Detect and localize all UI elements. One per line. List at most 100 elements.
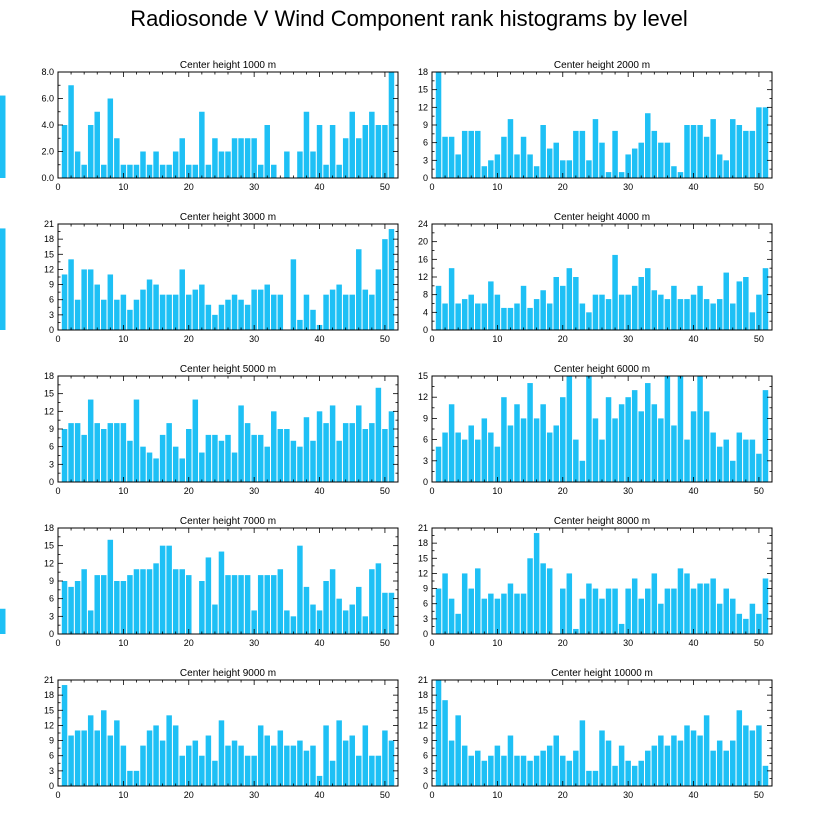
bar xyxy=(475,568,481,634)
y-tick-label: 21 xyxy=(44,219,54,229)
bar xyxy=(94,111,100,178)
x-tick-label: 40 xyxy=(689,334,699,344)
bar xyxy=(684,725,690,786)
bar xyxy=(212,434,218,482)
y-tick-label: 21 xyxy=(44,675,54,685)
bar xyxy=(297,319,303,330)
bar xyxy=(303,111,310,178)
y-tick-label: 4 xyxy=(423,307,428,317)
bar xyxy=(140,569,146,634)
x-tick-label: 20 xyxy=(558,182,568,192)
bar xyxy=(251,289,257,330)
x-tick-label: 50 xyxy=(754,334,764,344)
bar xyxy=(762,765,769,786)
y-tick-label: 18 xyxy=(44,371,54,381)
bar xyxy=(507,583,514,634)
bar xyxy=(303,417,310,482)
x-tick-label: 30 xyxy=(623,182,633,192)
histogram-panel-5: Center height 5000 m 0 10 20 30 40 50 0 3 6 9 12 15 1… xyxy=(44,364,399,496)
bar xyxy=(140,745,146,786)
bar xyxy=(501,593,507,634)
bar xyxy=(631,148,638,178)
bar xyxy=(127,770,133,786)
bar xyxy=(612,588,618,634)
bar xyxy=(710,303,716,330)
bar xyxy=(329,125,336,178)
bar xyxy=(238,405,244,482)
bar xyxy=(0,608,6,634)
bar xyxy=(342,294,349,330)
bar xyxy=(153,151,159,178)
y-tick-label: 6 xyxy=(49,442,54,452)
x-tick-label: 10 xyxy=(118,638,128,648)
x-tick-label: 30 xyxy=(249,182,259,192)
x-tick-label: 20 xyxy=(184,334,194,344)
y-tick-label: 6 xyxy=(49,751,54,761)
bar xyxy=(159,545,166,634)
y-tick-label: 18 xyxy=(44,234,54,244)
y-tick-label: 15 xyxy=(418,371,428,381)
bar xyxy=(290,616,297,634)
bar xyxy=(638,598,644,634)
bar xyxy=(310,151,316,178)
bar xyxy=(146,452,153,482)
bar xyxy=(573,750,579,786)
bar xyxy=(342,138,349,178)
bar xyxy=(159,294,166,330)
bar xyxy=(442,136,448,178)
bar xyxy=(336,440,342,482)
bar xyxy=(605,172,612,178)
bar xyxy=(592,418,599,482)
x-tick-label: 50 xyxy=(754,486,764,496)
bar xyxy=(329,405,336,482)
bar xyxy=(218,440,225,482)
bar xyxy=(671,166,677,178)
bar xyxy=(716,154,723,178)
bar xyxy=(264,284,270,330)
bar xyxy=(501,397,507,482)
bar xyxy=(756,294,762,330)
bar xyxy=(336,720,342,786)
bar xyxy=(382,592,388,634)
bar xyxy=(723,439,729,482)
bar xyxy=(533,533,540,634)
y-tick-label: 12 xyxy=(418,392,428,402)
x-tick-label: 40 xyxy=(315,638,325,648)
bar xyxy=(703,715,710,786)
bar xyxy=(199,111,205,178)
panel-title: Center height 2000 m xyxy=(554,60,650,71)
y-tick-label: 6.0 xyxy=(41,94,54,104)
bar xyxy=(127,309,133,330)
bar xyxy=(592,770,599,786)
bar xyxy=(736,125,743,178)
bar xyxy=(81,730,87,786)
x-tick-label: 20 xyxy=(558,334,568,344)
bar xyxy=(475,439,481,482)
bar xyxy=(658,735,664,786)
bar xyxy=(81,434,87,482)
bar xyxy=(186,294,192,330)
x-tick-label: 30 xyxy=(249,790,259,800)
x-tick-label: 0 xyxy=(55,182,60,192)
x-tick-label: 10 xyxy=(492,486,502,496)
bar xyxy=(599,439,605,482)
bar xyxy=(388,740,395,786)
y-tick-label: 6 xyxy=(49,295,54,305)
bar xyxy=(342,610,349,634)
bar xyxy=(172,446,179,482)
bar xyxy=(514,404,520,482)
bar xyxy=(625,588,631,634)
bar xyxy=(284,745,290,786)
x-tick-label: 0 xyxy=(429,790,434,800)
bar xyxy=(527,154,533,178)
bar xyxy=(677,568,684,634)
bar xyxy=(153,284,159,330)
bar xyxy=(599,142,605,178)
bar xyxy=(501,307,507,330)
bar xyxy=(710,578,716,634)
y-tick-label: 6 xyxy=(423,599,428,609)
histogram-panel-8: Center height 8000 m0 10 20 30 40 50036912151… xyxy=(0,516,773,648)
bar xyxy=(225,299,231,330)
bar xyxy=(631,390,638,482)
